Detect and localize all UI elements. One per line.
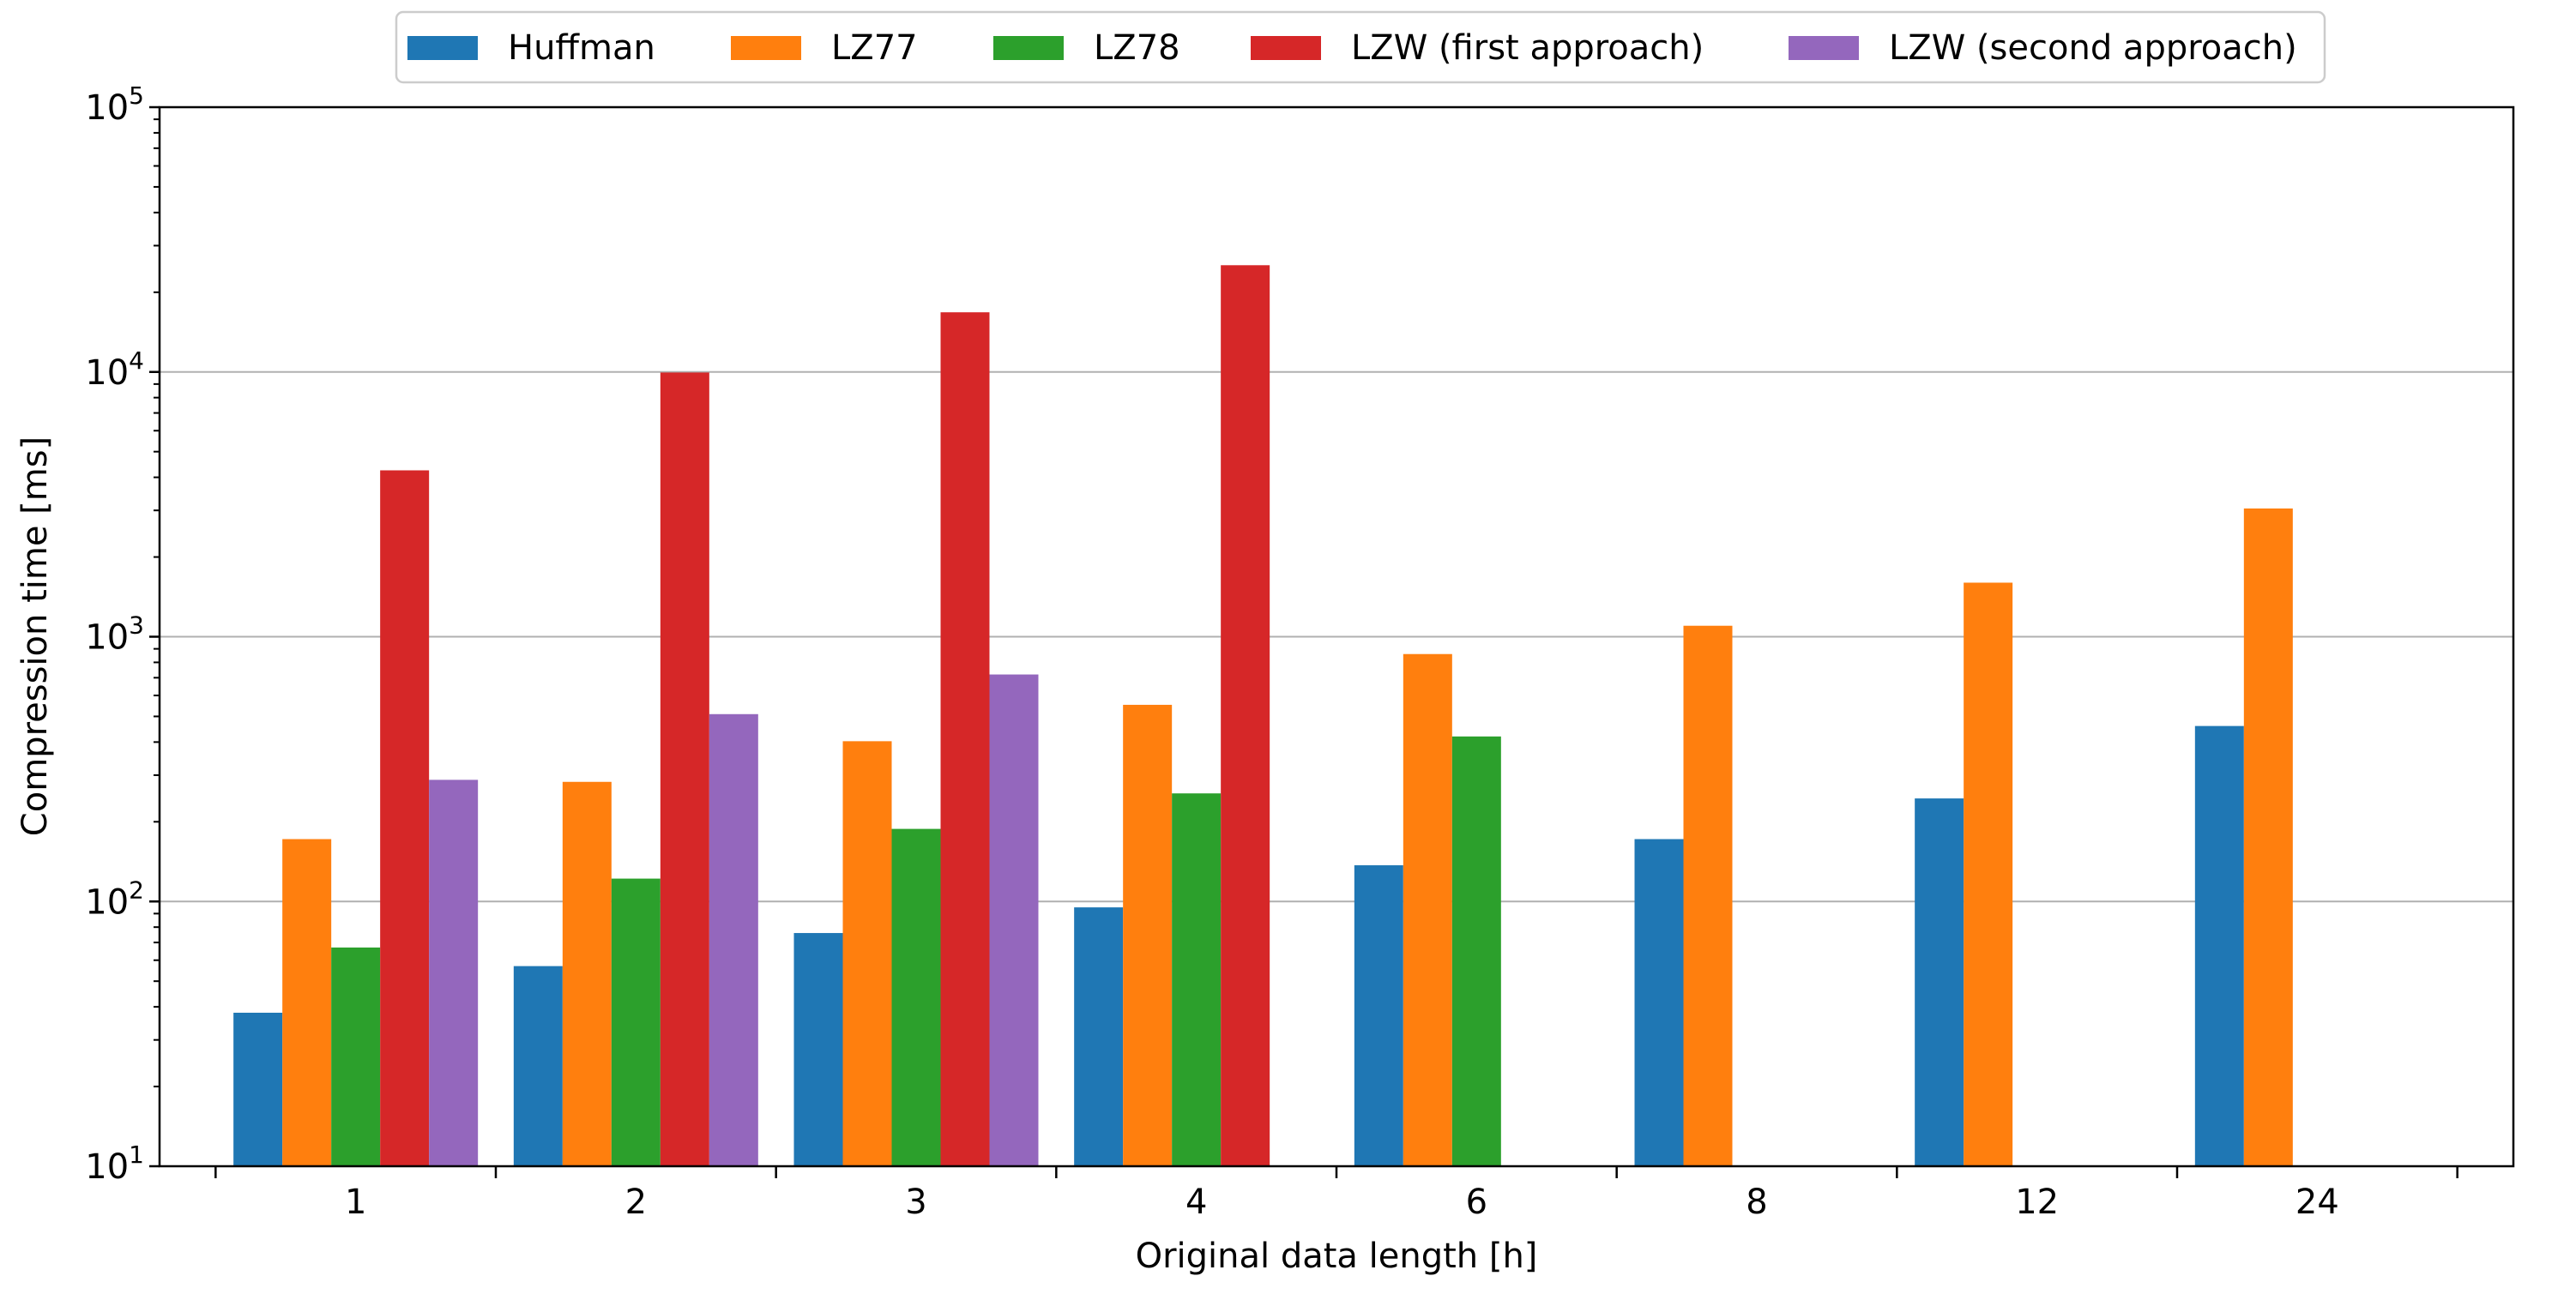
y-axis: 101 102 103 104 105 [85,81,160,1187]
legend-label-lz78: LZ78 [1094,28,1180,68]
bar-lz77-1 [282,839,332,1166]
y-axis-label: Compression time [ms] [15,436,55,836]
bar-lzw-second-approach-1 [429,779,479,1166]
x-tick-label-12: 12 [2015,1183,2059,1222]
bar-huffman-8 [1634,839,1684,1166]
bar-lz77-12 [1964,582,2013,1166]
legend-swatch-lz77 [731,36,801,60]
bar-lzw-first-approach-3 [940,312,990,1166]
legend-label-huffman: Huffman [508,28,655,68]
x-tick-label-2: 2 [625,1183,647,1222]
bar-lzw-second-approach-2 [709,713,758,1166]
bar-lz77-4 [1123,704,1173,1166]
legend-label-lzw-first-approach: LZW (first approach) [1351,28,1704,68]
bar-lz77-8 [1683,625,1733,1166]
bar-lzw-first-approach-2 [660,372,709,1166]
y-tick-label: 102 [85,876,144,922]
x-tick-label-3: 3 [905,1183,926,1222]
y-tick-label: 101 [85,1141,144,1187]
bar-lz78-2 [611,878,661,1166]
legend-frame [395,10,2326,84]
x-tick-label-4: 4 [1185,1183,1207,1222]
bar-huffman-6 [1354,865,1403,1166]
legend-label-lz77: LZ77 [831,28,918,68]
bar-lzw-second-approach-3 [989,674,1039,1166]
bar-huffman-24 [2194,725,2244,1166]
legend-swatch-huffman [407,36,478,60]
x-tick-label-6: 6 [1466,1183,1487,1222]
legend-swatch-lz78 [993,36,1064,60]
x-tick-label-8: 8 [1746,1183,1767,1222]
y-tick-label: 105 [85,81,144,128]
bar-lz78-3 [891,828,941,1166]
legend-swatch-lzw-first-approach [1251,36,1321,60]
bar-lzw-first-approach-4 [1221,265,1270,1167]
bar-lz77-24 [2243,508,2293,1166]
bar-lz77-3 [842,741,892,1166]
bar-lz77-6 [1403,653,1452,1166]
x-axis: 1 2 3 4 6 8 12 24 [214,1166,2458,1222]
legend-swatch-lzw-second-approach [1789,36,1859,60]
legend-label-lzw-second-approach: LZW (second approach) [1889,28,2297,68]
x-tick-label-1: 1 [345,1183,366,1222]
bar-lzw-first-approach-1 [380,470,430,1166]
bar-huffman-3 [793,933,843,1166]
bar-huffman-4 [1074,907,1124,1166]
bar-lz78-6 [1451,736,1501,1166]
bar-huffman-1 [233,1012,283,1166]
bars [233,265,2293,1167]
y-tick-label: 103 [85,611,144,658]
bar-huffman-12 [1915,798,1964,1166]
gridlines [160,370,2513,903]
x-tick-label-24: 24 [2295,1183,2339,1222]
legend: Huffman LZ77 LZ78 LZW (first approach) LZW (… [395,10,2326,84]
bar-huffman-2 [513,966,563,1166]
x-axis-label: Original data length [h] [1136,1237,1538,1276]
bar-lz77-2 [562,781,612,1166]
y-tick-label: 104 [85,346,144,393]
bar-lz78-1 [331,947,381,1166]
bar-lz78-4 [1172,793,1222,1166]
